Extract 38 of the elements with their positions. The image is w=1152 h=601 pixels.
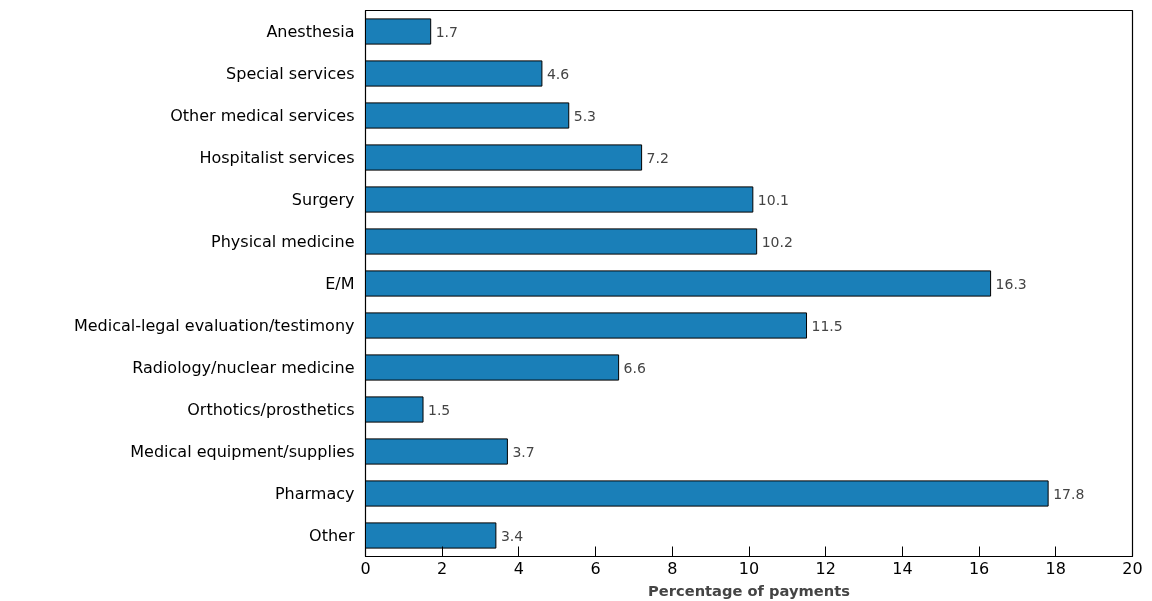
- y-tick-label: E/M: [325, 274, 355, 293]
- y-tick-label: Radiology/nuclear medicine: [132, 358, 355, 377]
- y-tick-label: Orthotics/prosthetics: [187, 400, 355, 419]
- data-label: 17.8: [1053, 485, 1085, 502]
- data-label: 1.7: [435, 23, 458, 40]
- y-tick-label: Medical-legal evaluation/testimony: [73, 316, 355, 335]
- x-tick-label: 0: [360, 558, 371, 578]
- data-label: 6.6: [623, 359, 646, 376]
- x-tick-label: 16: [968, 558, 990, 578]
- data-label: 10.1: [757, 191, 790, 208]
- x-tick-label: 4: [513, 558, 524, 578]
- data-label: 11.5: [811, 317, 843, 334]
- x-tick-label: 2: [437, 558, 448, 578]
- x-axis-title: Percentage of payments: [648, 581, 851, 599]
- data-label: 16.3: [995, 275, 1027, 292]
- data-label: 7.2: [646, 149, 669, 166]
- data-label: 10.2: [761, 233, 793, 250]
- data-label: 5.3: [573, 107, 597, 124]
- y-tick-label: Anesthesia: [266, 22, 355, 41]
- data-label: 1.5: [428, 401, 451, 418]
- x-tick-label: 10: [738, 558, 760, 578]
- data-label: 3.4: [500, 527, 524, 544]
- x-tick-label: 12: [815, 558, 836, 578]
- x-tick-label: 8: [667, 558, 678, 578]
- x-tick-label: 14: [892, 558, 913, 578]
- y-tick-label: Special services: [226, 64, 355, 83]
- y-tick-label: Hospitalist services: [199, 148, 355, 167]
- data-label: 4.6: [546, 65, 570, 82]
- data-label: 3.7: [512, 443, 535, 460]
- y-tick-label: Other: [309, 526, 355, 545]
- x-tick-label: 6: [590, 558, 601, 578]
- y-tick-label: Medical equipment/supplies: [130, 442, 355, 461]
- x-tick-label: 18: [1045, 558, 1066, 578]
- y-tick-label: Surgery: [291, 190, 355, 209]
- y-tick-label: Physical medicine: [211, 232, 355, 251]
- y-tick-label: Pharmacy: [274, 484, 355, 503]
- y-tick-label: Other medical services: [170, 106, 355, 125]
- x-tick-label: 20: [1122, 558, 1143, 578]
